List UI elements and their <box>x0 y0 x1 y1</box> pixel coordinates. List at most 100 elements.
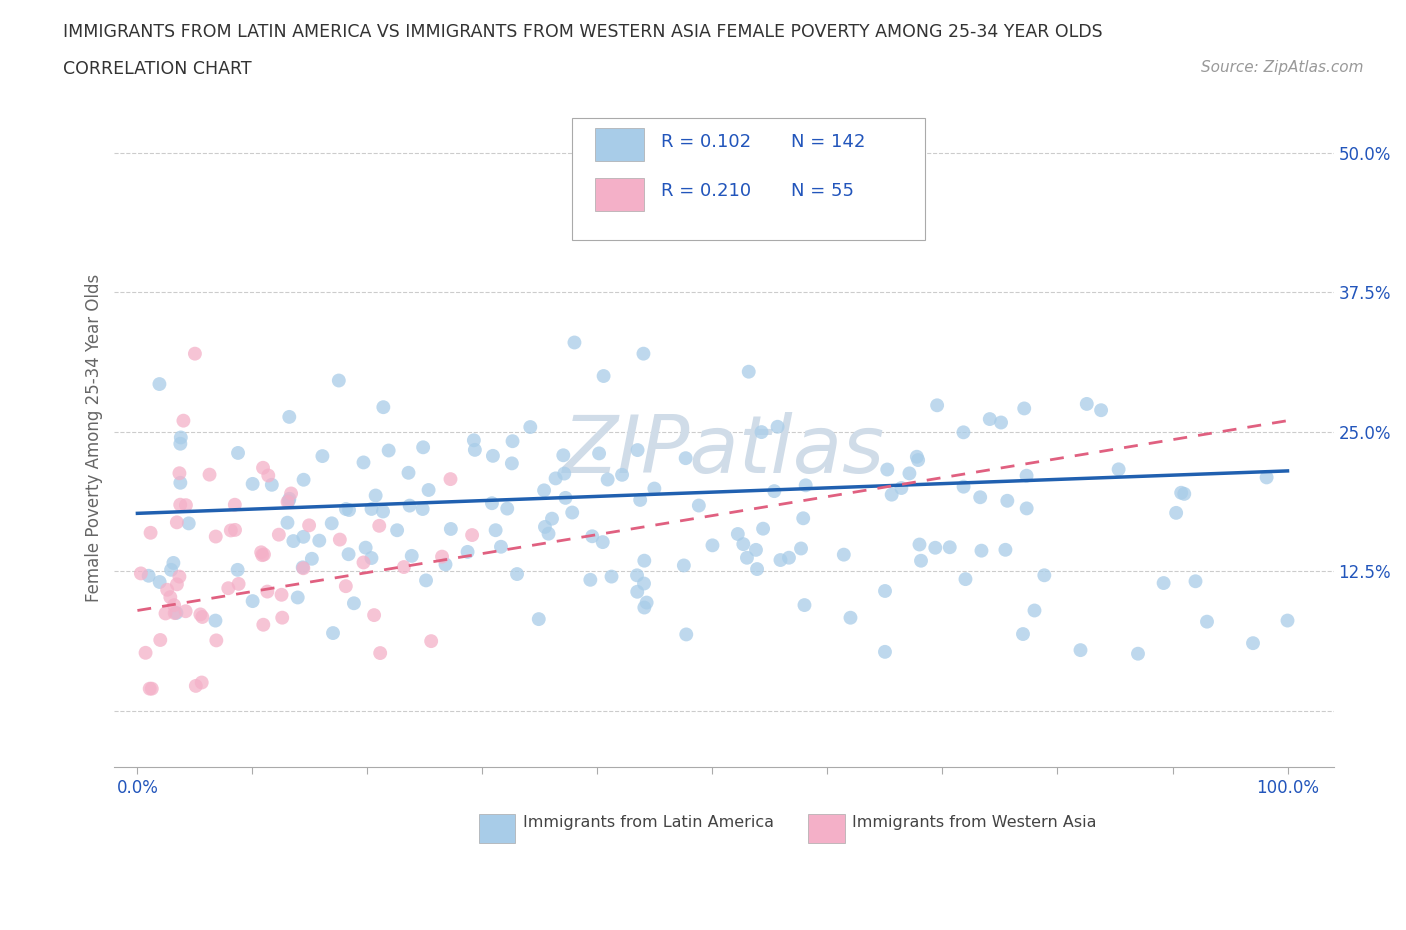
Point <box>626 584 648 599</box>
FancyBboxPatch shape <box>595 128 644 162</box>
Point <box>205 633 228 648</box>
Point <box>360 551 382 565</box>
Point <box>368 645 391 660</box>
Point <box>373 400 395 415</box>
Point <box>702 538 724 552</box>
Point <box>496 501 519 516</box>
Point <box>439 472 461 486</box>
Point <box>1033 568 1056 583</box>
Point <box>412 440 434 455</box>
Point <box>328 373 350 388</box>
Point <box>392 560 415 575</box>
Point <box>910 553 932 568</box>
Point <box>745 562 768 577</box>
Point <box>592 368 614 383</box>
Point <box>163 605 186 620</box>
Point <box>461 527 484 542</box>
Point <box>596 472 619 487</box>
Point <box>169 475 191 490</box>
Point <box>733 537 755 551</box>
Text: IMMIGRANTS FROM LATIN AMERICA VS IMMIGRANTS FROM WESTERN ASIA FEMALE POVERTY AMO: IMMIGRANTS FROM LATIN AMERICA VS IMMIGRA… <box>63 23 1102 41</box>
Text: CORRELATION CHART: CORRELATION CHART <box>63 60 252 78</box>
Point <box>675 451 697 466</box>
Point <box>149 632 172 647</box>
Point <box>174 604 197 618</box>
Point <box>643 481 665 496</box>
Point <box>298 518 321 533</box>
Point <box>1015 469 1038 484</box>
Point <box>464 443 486 458</box>
Point <box>329 532 352 547</box>
Point <box>482 448 505 463</box>
Point <box>1184 574 1206 589</box>
Point <box>337 502 360 517</box>
Point <box>1090 403 1112 418</box>
Point <box>952 479 974 494</box>
Point <box>939 539 962 554</box>
Point <box>876 462 898 477</box>
Point <box>287 590 309 604</box>
Point <box>544 471 567 485</box>
Point <box>252 618 274 632</box>
Point <box>794 478 817 493</box>
Point <box>1173 486 1195 501</box>
Point <box>1170 485 1192 500</box>
Point <box>636 595 658 610</box>
Point <box>1108 462 1130 477</box>
Text: Source: ZipAtlas.com: Source: ZipAtlas.com <box>1201 60 1364 75</box>
Point <box>969 490 991 505</box>
Point <box>412 501 434 516</box>
Point <box>727 526 749 541</box>
Point <box>792 511 814 525</box>
Text: R = 0.102: R = 0.102 <box>661 133 751 151</box>
Point <box>1166 505 1188 520</box>
Point <box>970 543 993 558</box>
Point <box>908 537 931 551</box>
Point <box>489 539 512 554</box>
Point <box>311 448 333 463</box>
Point <box>226 445 249 460</box>
Point <box>763 484 786 498</box>
Point <box>873 583 896 598</box>
Point <box>1069 643 1091 658</box>
Point <box>163 598 186 613</box>
Point <box>793 598 815 613</box>
Point <box>554 490 576 505</box>
Point <box>177 516 200 531</box>
Point <box>1012 627 1035 642</box>
Point <box>198 467 221 482</box>
Point <box>129 566 152 581</box>
Point <box>364 488 387 503</box>
Point <box>219 523 242 538</box>
Point <box>1015 501 1038 516</box>
Point <box>278 491 301 506</box>
Point <box>581 529 603 544</box>
Point <box>600 569 623 584</box>
Text: N = 142: N = 142 <box>792 133 865 151</box>
Point <box>156 582 179 597</box>
Point <box>735 551 758 565</box>
Point <box>190 675 212 690</box>
Point <box>752 521 775 536</box>
Point <box>385 523 408 538</box>
Point <box>463 432 485 447</box>
Point <box>398 498 420 513</box>
Y-axis label: Female Poverty Among 25-34 Year Olds: Female Poverty Among 25-34 Year Olds <box>86 273 103 602</box>
Point <box>759 212 782 227</box>
Point <box>260 477 283 492</box>
Point <box>278 409 301 424</box>
Point <box>457 544 479 559</box>
Point <box>166 577 188 591</box>
Point <box>363 607 385 622</box>
Point <box>353 555 375 570</box>
Point <box>533 483 555 498</box>
Point <box>184 679 207 694</box>
Point <box>1076 396 1098 411</box>
Point <box>141 682 163 697</box>
Point <box>907 453 929 468</box>
Text: Immigrants from Western Asia: Immigrants from Western Asia <box>852 816 1097 830</box>
Point <box>541 512 564 526</box>
Point <box>138 568 160 583</box>
Point <box>415 573 437 588</box>
Point <box>561 505 583 520</box>
